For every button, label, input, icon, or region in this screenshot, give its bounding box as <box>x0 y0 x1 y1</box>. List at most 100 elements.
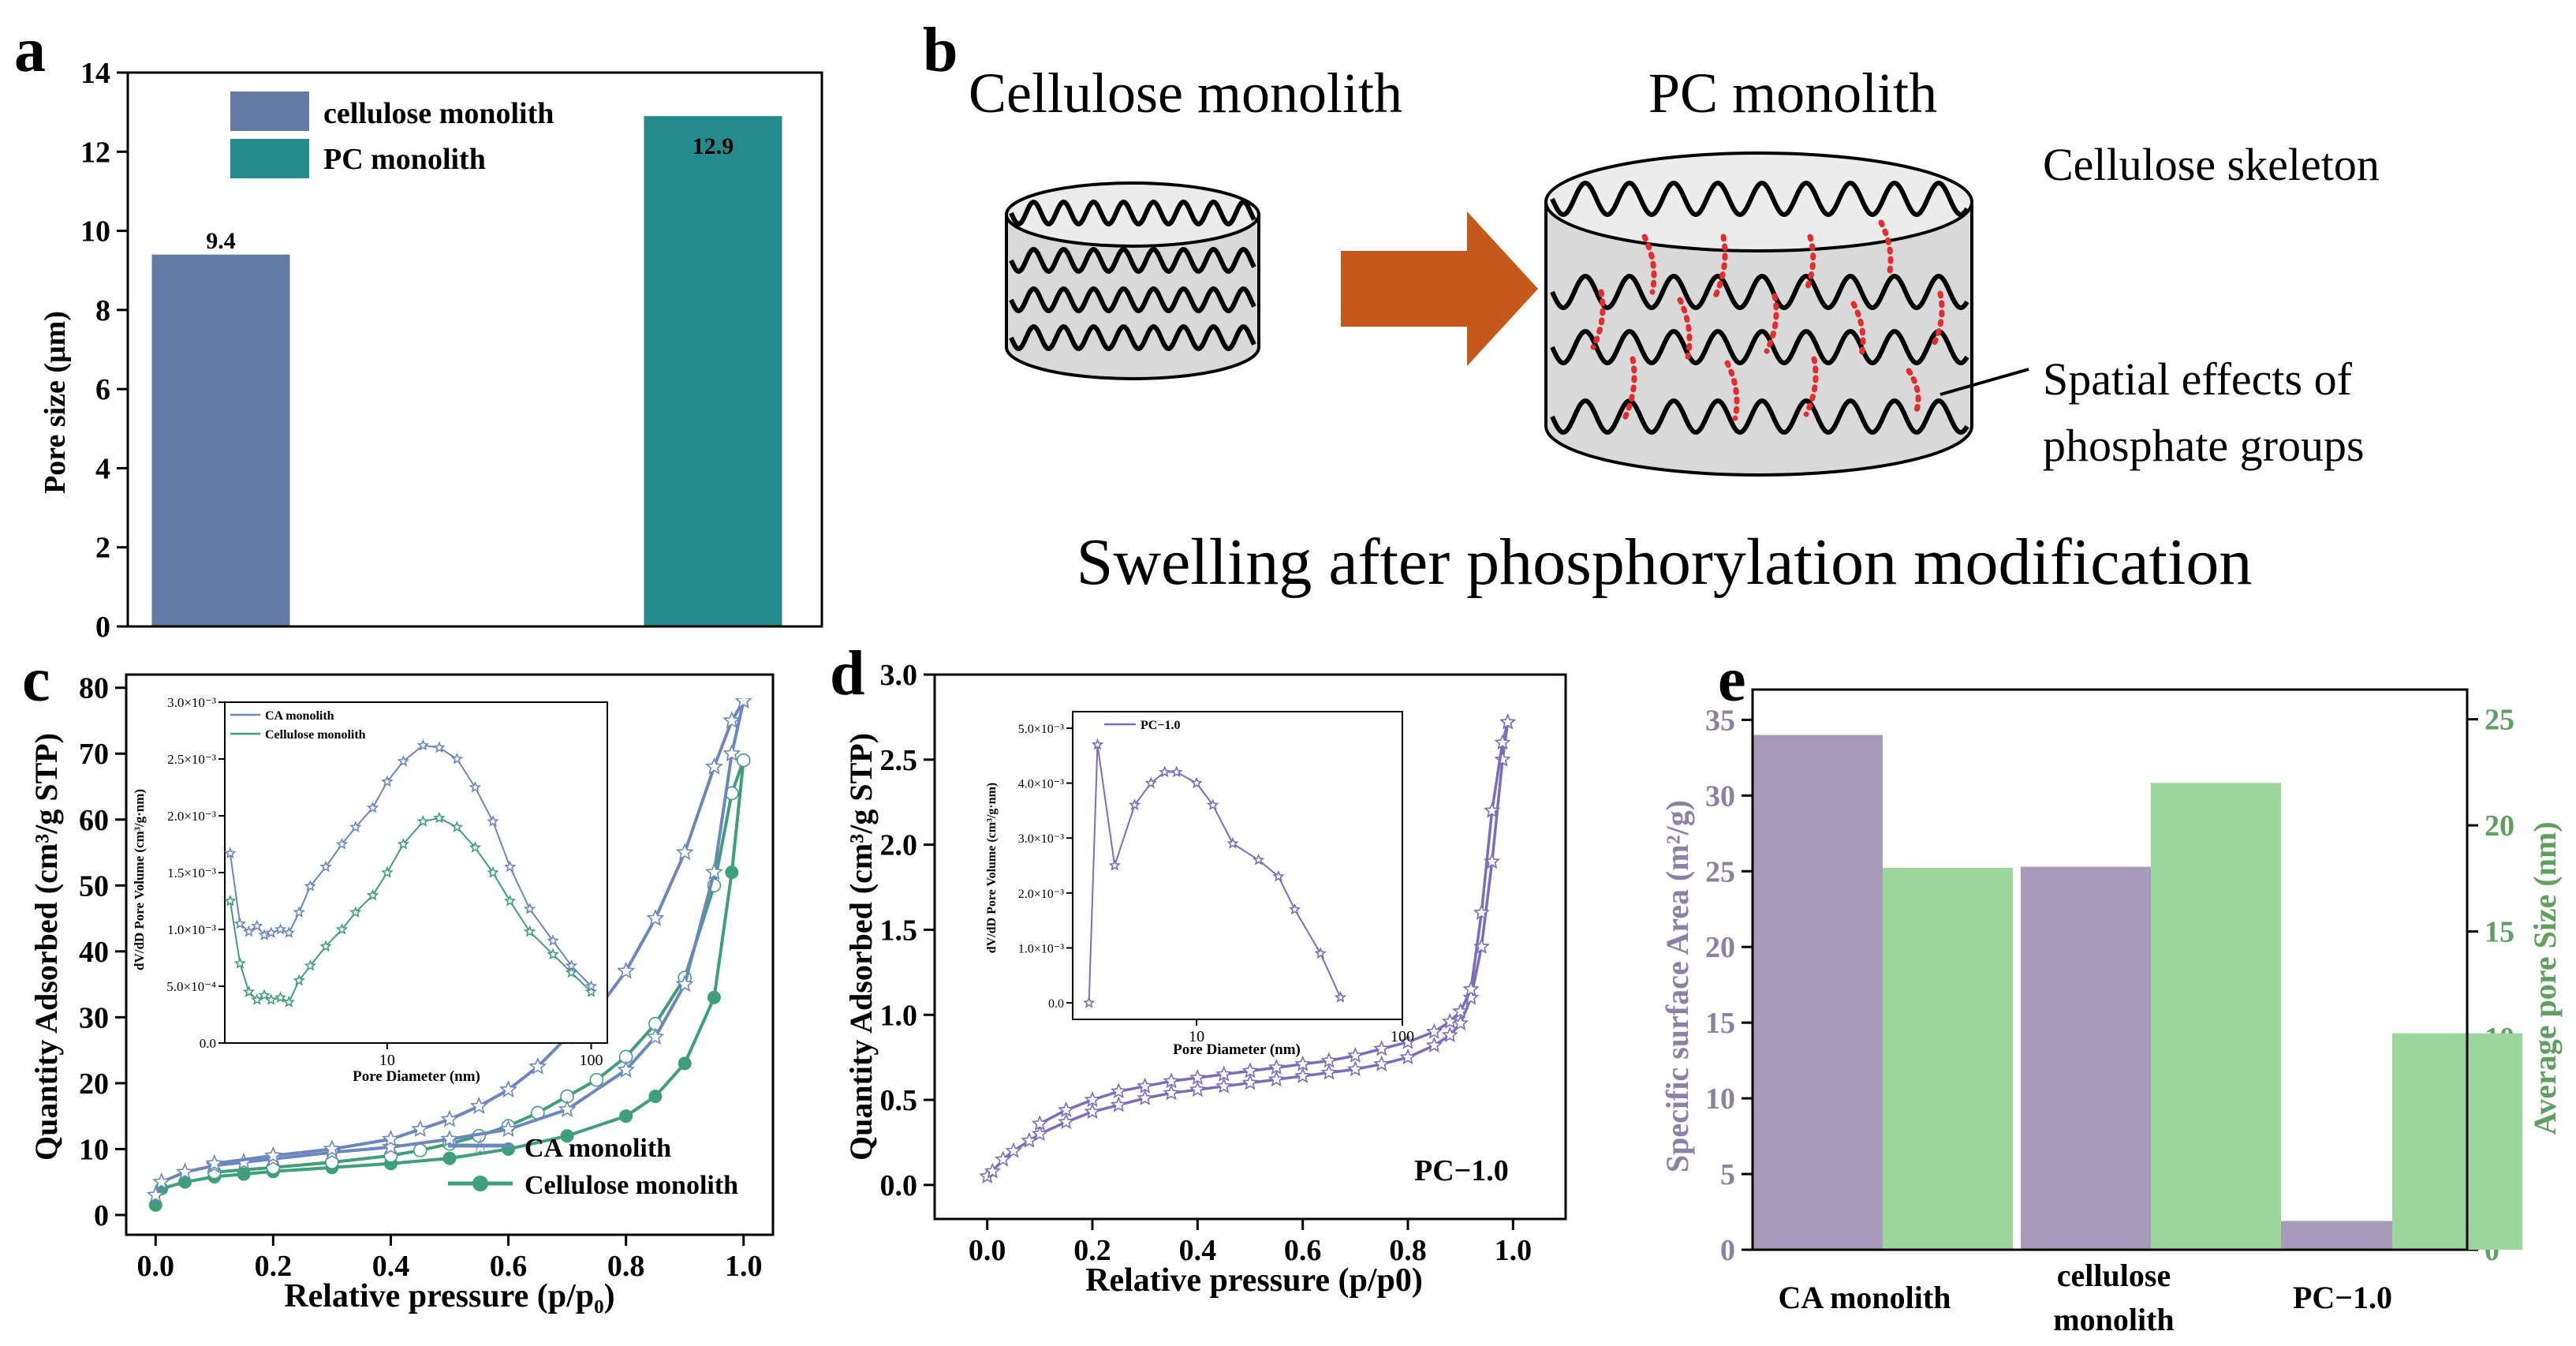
inset-cellulose-point <box>251 993 263 1005</box>
bar-surface-area <box>2021 866 2151 1250</box>
pc-ads-point <box>1137 1089 1154 1105</box>
pc-ads-point <box>1241 1074 1259 1090</box>
panel-c-inset-ylabel: dV/dD Pore Volume (cm³/g·nm) <box>132 789 147 970</box>
phosphate-link <box>1906 368 1921 413</box>
pc-ads-point <box>1373 1055 1391 1071</box>
ca-des-point <box>323 1139 342 1157</box>
ca-des-point <box>205 1153 224 1172</box>
inset-cellulose-point <box>304 959 317 971</box>
inset-ca-point <box>335 837 349 850</box>
pc-ads-point <box>1163 1084 1180 1101</box>
bar-pore-size <box>1883 867 2013 1250</box>
c-xtick-label: 0.0 <box>137 1250 175 1283</box>
phosphate-link <box>1764 293 1779 354</box>
cellulose-ads-point <box>648 1090 663 1104</box>
a-ytick-label: 4 <box>95 452 110 485</box>
inset-ca-point <box>381 775 394 787</box>
inset-cellulose-point <box>274 991 287 1003</box>
pc-ads-point <box>984 1162 1001 1179</box>
cellulose-des-point <box>736 753 751 768</box>
pc-des-point <box>1084 1091 1101 1107</box>
panel-c-legend: ☆ CA monolith Cellulose monolith <box>448 1134 738 1200</box>
bar-value-label-cellulose: 9.4 <box>206 228 236 254</box>
c-xtick-label: 0.6 <box>490 1250 528 1283</box>
inset-ca-point <box>251 919 263 932</box>
e-ytick-left-label: 35 <box>1705 704 1735 737</box>
c-ytick-label: 0 <box>94 1199 109 1232</box>
panel-a-label: a <box>14 16 46 85</box>
cellulose-ads-point <box>707 990 721 1004</box>
panel-d-inset-ylabel: dV/dD Pore Volume (cm³/g·nm) <box>985 783 999 954</box>
panel-d-inset-xlabel: Pore Diameter (nm) <box>1173 1041 1301 1058</box>
panel-a-yticks: 0 2 4 6 8 10 12 14 <box>80 57 128 644</box>
inset-pc-point <box>1252 853 1265 866</box>
d-inset-ytick-label: 2.0×10⁻³ <box>1018 888 1064 901</box>
panel-d-sample-label: PC−1.0 <box>1414 1154 1509 1187</box>
large-cylinder-wave <box>1550 180 1969 218</box>
d-ytick-label: 2.5 <box>880 744 918 777</box>
inset-pc-point <box>1272 869 1285 882</box>
inset-pc-point <box>1091 738 1104 750</box>
c-inset-ytick-label: 2.5×10⁻³ <box>167 752 216 767</box>
pc-des-point <box>1241 1062 1259 1079</box>
d-xtick-label: 0.6 <box>1284 1234 1322 1267</box>
ca-ads-point <box>722 744 741 761</box>
pc-des-point <box>1267 1059 1285 1075</box>
d-inset-ytick-label: 3.0×10⁻³ <box>1018 832 1064 846</box>
bar-surface-area <box>1753 735 1883 1250</box>
inset-pc-point <box>1334 990 1347 1003</box>
inset-pc-point <box>1314 947 1327 959</box>
e-ytick-left-label: 30 <box>1705 780 1735 813</box>
phosphate-link <box>1803 356 1819 417</box>
legend-cellulose-monolith: Cellulose monolith <box>525 1171 738 1200</box>
d-ytick-label: 2.0 <box>880 829 918 862</box>
panel-e-frame <box>1751 688 2469 1251</box>
e-ytick-left-label: 15 <box>1705 1007 1735 1040</box>
inset-pc-point <box>1226 836 1239 849</box>
panel-c-ylabel: Quantity Adsorbed (cm³/g STP) <box>28 733 64 1161</box>
bar-pc <box>644 116 782 626</box>
phosphate-link <box>1878 219 1894 279</box>
c-inset-xtick-label: 10 <box>379 1052 395 1069</box>
inset-pc-point <box>1190 776 1203 789</box>
pc-des-point <box>1473 903 1490 920</box>
pc-des-point <box>1452 1002 1469 1019</box>
d-xtick-label: 1.0 <box>1495 1234 1533 1267</box>
legend-swatch-pc <box>230 139 309 178</box>
bar-pore-size <box>2392 1033 2522 1250</box>
cellulose-ads-point <box>678 1056 692 1071</box>
panel-e-ylabel-left: Specific surface Area (m²/g) <box>1659 800 1695 1172</box>
ca-des-point <box>263 1146 282 1164</box>
d-xtick-label: 0.4 <box>1179 1234 1217 1267</box>
phosphate-link <box>1641 234 1657 295</box>
inset-ca-point <box>224 847 237 859</box>
inset-cellulose-point <box>293 974 305 986</box>
ca-des-point <box>704 757 724 775</box>
e-ytick-left-label: 20 <box>1705 931 1735 964</box>
ca-des-point <box>722 711 741 729</box>
inset-cellulose-point <box>265 993 278 1005</box>
pc-des-point <box>1215 1065 1233 1082</box>
c-inset-ytick-label: 5.0×10⁻⁴ <box>166 979 216 994</box>
right-monolith-title: PC monolith <box>1648 62 1937 125</box>
inset-ca-point <box>265 926 278 938</box>
skeleton-label: Cellulose skeleton <box>2043 139 2380 190</box>
d-inset-xtick-label: 100 <box>1391 1028 1414 1045</box>
c-ytick-label: 20 <box>79 1067 109 1101</box>
panel-d-frame <box>933 673 1567 1221</box>
c-ytick-label: 80 <box>79 672 109 705</box>
legend-label-pc: PC monolith <box>323 143 486 176</box>
d-ytick-label: 3.0 <box>880 659 918 692</box>
inset-cellulose-point <box>319 940 332 952</box>
inset-ca-point <box>349 821 362 832</box>
inset-ca-point <box>233 917 246 929</box>
inset-ca-point <box>258 929 271 940</box>
d-xtick-label: 0.2 <box>1073 1234 1111 1267</box>
a-ytick-label: 2 <box>95 532 110 565</box>
phosphate-link <box>1677 297 1693 360</box>
inset-pc-point <box>1128 798 1141 810</box>
bar-surface-area <box>2262 1221 2392 1250</box>
legend-ca-monolith: CA monolith <box>525 1134 671 1163</box>
legend-swatch-cellulose <box>230 92 309 131</box>
